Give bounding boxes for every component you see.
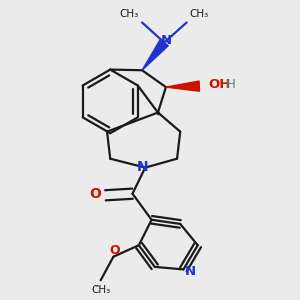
Text: methoxy: methoxy (96, 285, 102, 286)
Text: CH₃: CH₃ (91, 285, 110, 295)
Text: O: O (110, 244, 120, 257)
Text: OH: OH (209, 78, 231, 91)
Text: O: O (89, 187, 101, 201)
Text: N: N (137, 160, 148, 174)
Text: CH₃: CH₃ (120, 9, 139, 19)
Text: H: H (225, 78, 235, 91)
Polygon shape (142, 39, 168, 70)
Text: CH₃: CH₃ (190, 9, 209, 19)
Text: N: N (160, 34, 172, 46)
Text: N: N (185, 265, 196, 278)
Polygon shape (166, 81, 200, 91)
